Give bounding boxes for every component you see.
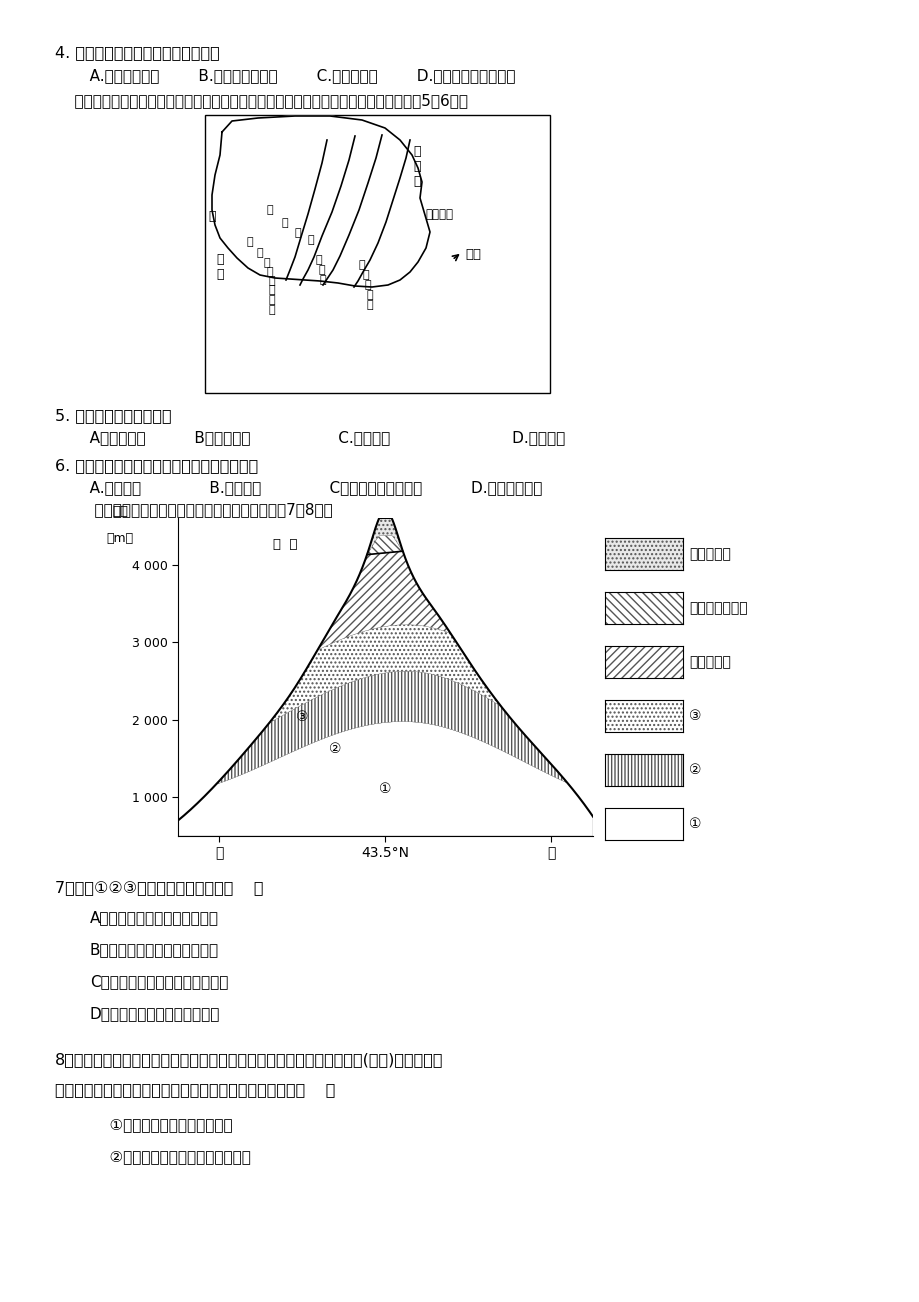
Text: 河: 河 <box>367 299 373 310</box>
Text: 马拉若岛是世界上最大的完全被淡水包围的岛，下图是马拉若岛位置示意图。读图回答5～6题。: 马拉若岛是世界上最大的完全被淡水包围的岛，下图是马拉若岛位置示意图。读图回答5～… <box>55 92 468 108</box>
Text: 7．图中①②③代表的自然带依次是（    ）: 7．图中①②③代表的自然带依次是（ ） <box>55 880 263 894</box>
Text: 孙: 孙 <box>264 258 270 268</box>
Text: 5. 马拉若岛的形成原因是: 5. 马拉若岛的形成原因是 <box>55 408 172 423</box>
Text: 格: 格 <box>281 217 288 228</box>
Text: 洋: 洋 <box>216 268 223 281</box>
Text: 带谱产生差异，以下选项可以作为判断天山北坡证据的是（    ）: 带谱产生差异，以下选项可以作为判断天山北坡证据的是（ ） <box>55 1082 335 1098</box>
Text: 高山草甸带: 高山草甸带 <box>688 655 730 669</box>
Text: 4. 该建筑的造型设计是为了适应当地: 4. 该建筑的造型设计是为了适应当地 <box>55 46 220 60</box>
Text: 亚: 亚 <box>246 237 253 247</box>
Text: 西: 西 <box>413 160 420 173</box>
Text: 河: 河 <box>268 305 275 315</box>
Text: 洋: 洋 <box>413 174 420 187</box>
Text: 大: 大 <box>413 145 420 158</box>
Text: 河: 河 <box>307 234 314 245</box>
Text: ③: ③ <box>296 711 309 724</box>
Text: ②山地荒漠草原带分布的上限更高: ②山地荒漠草原带分布的上限更高 <box>90 1148 251 1164</box>
Text: ②: ② <box>329 742 342 756</box>
Text: 坎: 坎 <box>362 270 369 280</box>
Text: 托: 托 <box>358 260 365 270</box>
Text: 读天山博格达峰部分垂直自然带谱示意图，回答7～8题。: 读天山博格达峰部分垂直自然带谱示意图，回答7～8题。 <box>75 503 333 517</box>
Text: ①山地荒漠带的分布面积更小: ①山地荒漠带的分布面积更小 <box>90 1117 233 1131</box>
Text: B．荒漠带、针叶林带、草原带: B．荒漠带、针叶林带、草原带 <box>90 943 219 957</box>
Text: 8．新疆西北部山地地势较低，有几个缺口，导致东西走向的天山某山峰(部分)南北坡垂直: 8．新疆西北部山地地势较低，有几个缺口，导致东西走向的天山某山峰(部分)南北坡垂… <box>55 1052 443 1068</box>
Text: A.夏季台风频发        B.夏季多洪涝灾害        C.冬季多暴雪        D.地震、火山活动频繁: A.夏季台风频发 B.夏季多洪涝灾害 C.冬季多暴雪 D.地震、火山活动频繁 <box>75 68 515 83</box>
Text: A．流水堆积          B．风力堆积                  C.火山喷发                         D.地壳抬升: A．流水堆积 B．风力堆积 C.火山喷发 D.地壳抬升 <box>75 430 564 445</box>
Text: ①: ① <box>688 816 701 831</box>
Text: 马拉若岛: 马拉若岛 <box>425 208 452 221</box>
Text: 斯: 斯 <box>268 296 275 305</box>
Text: 帕: 帕 <box>268 276 275 286</box>
Text: （m）: （m） <box>107 533 133 546</box>
Text: 欣: 欣 <box>315 255 322 266</box>
Text: A.降水量大              B.蒸发量大              C．陆地径流注入量大          D.所处海区封闭: A.降水量大 B.蒸发量大 C．陆地径流注入量大 D.所处海区封闭 <box>75 480 542 495</box>
Text: 廷: 廷 <box>364 280 371 290</box>
Text: 古: 古 <box>318 266 325 275</box>
Text: C．草原带、阔叶林带、针叶林带: C．草原带、阔叶林带、针叶林带 <box>90 974 228 990</box>
Text: 高山荒漠草原带: 高山荒漠草原带 <box>688 602 747 615</box>
Text: 塔: 塔 <box>267 267 273 277</box>
Text: ①: ① <box>379 783 391 797</box>
Bar <box>205 115 550 393</box>
Text: 罗: 罗 <box>294 228 301 238</box>
Text: 内: 内 <box>267 204 273 215</box>
Text: ③: ③ <box>688 710 701 723</box>
Text: ②: ② <box>688 763 701 777</box>
Text: A．荒漠带、草原带、针叶林带: A．荒漠带、草原带、针叶林带 <box>90 910 219 924</box>
Text: 马: 马 <box>256 247 263 258</box>
Polygon shape <box>211 116 429 286</box>
Text: 若: 若 <box>268 285 275 296</box>
Text: 平: 平 <box>216 253 223 266</box>
Text: 河流: 河流 <box>464 249 481 262</box>
Text: 河: 河 <box>319 275 326 285</box>
Text: D．针叶林带、草原带、荒漠带: D．针叶林带、草原带、荒漠带 <box>90 1006 221 1021</box>
Text: 雪  线: 雪 线 <box>273 538 298 551</box>
Text: 高山荒漠带: 高山荒漠带 <box>688 547 730 561</box>
Text: 6. 马拉若岛周围一定距离内全是淡水，是因为: 6. 马拉若岛周围一定距离内全是淡水，是因为 <box>55 458 258 473</box>
Text: 海拔: 海拔 <box>112 505 128 518</box>
Text: 太: 太 <box>208 210 216 223</box>
Text: 斯: 斯 <box>367 290 373 299</box>
